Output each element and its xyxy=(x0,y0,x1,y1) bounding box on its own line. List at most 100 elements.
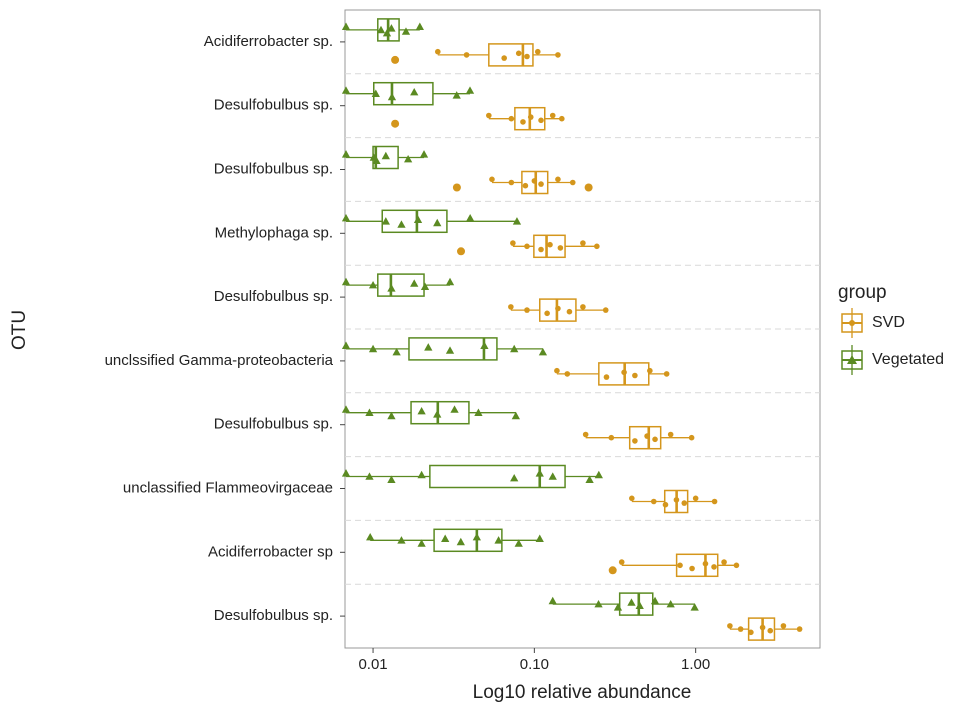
point xyxy=(767,627,774,634)
point xyxy=(341,277,351,286)
point xyxy=(555,305,561,312)
y-tick-label: unclassified Flammeovirgaceae xyxy=(123,479,333,496)
point xyxy=(535,469,544,477)
point xyxy=(515,50,522,57)
point xyxy=(397,220,406,228)
point xyxy=(662,501,669,508)
box-group xyxy=(341,145,429,170)
point xyxy=(711,564,717,570)
point xyxy=(627,598,636,606)
point xyxy=(688,434,695,441)
point xyxy=(524,243,530,250)
point xyxy=(555,176,561,183)
point xyxy=(382,28,392,37)
point xyxy=(613,603,623,611)
point xyxy=(341,405,351,413)
box-group xyxy=(554,362,670,386)
point xyxy=(341,213,351,222)
point xyxy=(510,473,519,482)
point xyxy=(387,475,396,484)
point xyxy=(366,532,375,541)
point xyxy=(514,539,523,547)
point xyxy=(559,115,565,122)
box-group xyxy=(548,592,699,616)
y-tick-label: Desulfobulbus sp. xyxy=(214,607,333,624)
point xyxy=(602,307,609,313)
legend-key-marker xyxy=(847,355,857,364)
box-group xyxy=(341,337,548,361)
point xyxy=(594,243,600,250)
point xyxy=(520,119,526,125)
box-group xyxy=(582,425,695,450)
x-axis-title: Log10 relative abundance xyxy=(473,682,692,703)
point xyxy=(494,536,503,544)
point xyxy=(535,534,544,543)
point xyxy=(341,469,351,477)
box xyxy=(433,528,503,553)
box-group xyxy=(366,528,544,553)
outlier xyxy=(452,183,461,192)
box-group xyxy=(341,464,603,489)
box-group xyxy=(341,273,455,297)
point xyxy=(527,114,534,120)
point xyxy=(435,48,441,55)
box-group xyxy=(629,489,718,514)
point xyxy=(522,182,529,189)
y-tick-label: Acidiferrobacter sp xyxy=(208,543,333,560)
point xyxy=(544,310,550,317)
box-group xyxy=(391,43,561,67)
y-tick-label: Desulfobulbus sp. xyxy=(214,97,333,114)
point xyxy=(534,48,541,55)
point xyxy=(463,52,470,58)
point xyxy=(580,304,586,310)
point xyxy=(419,150,429,158)
box-group xyxy=(341,209,522,234)
point xyxy=(512,217,522,225)
y-tick-label: Desulfobulbus sp. xyxy=(214,160,333,177)
point xyxy=(548,596,557,605)
point xyxy=(510,240,516,246)
point xyxy=(403,154,413,163)
point xyxy=(582,431,589,438)
legend-label: Vegetated xyxy=(872,351,944,368)
point xyxy=(413,215,423,224)
point xyxy=(644,433,650,439)
point xyxy=(663,371,670,377)
point xyxy=(417,470,426,479)
point xyxy=(486,112,492,119)
point xyxy=(472,532,481,541)
point xyxy=(433,218,442,227)
point xyxy=(677,562,683,569)
point xyxy=(392,347,401,356)
y-tick-label: Methylophaga sp. xyxy=(215,224,333,241)
point xyxy=(501,55,507,61)
point xyxy=(417,406,426,415)
point xyxy=(474,408,483,417)
point xyxy=(415,22,424,31)
box-group xyxy=(341,81,475,106)
point xyxy=(608,434,615,441)
box xyxy=(429,464,566,489)
box-group xyxy=(608,553,740,578)
point xyxy=(702,560,709,567)
point xyxy=(594,599,603,608)
box-group xyxy=(457,234,600,259)
point xyxy=(365,472,374,480)
point xyxy=(511,411,521,420)
box-group xyxy=(727,617,803,641)
outlier xyxy=(391,55,400,64)
point xyxy=(681,500,688,506)
point xyxy=(647,367,653,374)
point xyxy=(721,559,727,565)
point xyxy=(549,112,556,119)
point xyxy=(510,344,519,353)
point xyxy=(387,24,396,32)
point xyxy=(538,347,548,356)
point xyxy=(780,623,787,629)
point xyxy=(635,601,644,610)
y-axis-title: OTU xyxy=(9,310,30,350)
box-group xyxy=(391,106,565,131)
point xyxy=(489,176,495,183)
point xyxy=(557,245,564,251)
point xyxy=(594,470,603,479)
